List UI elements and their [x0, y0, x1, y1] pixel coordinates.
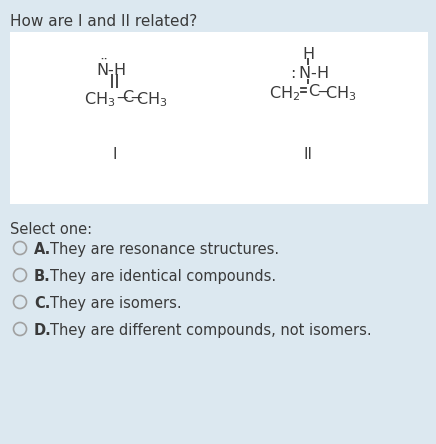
Text: $:$N-H: $:$N-H [287, 65, 329, 81]
Text: CH$_3$: CH$_3$ [136, 90, 167, 109]
Text: D.: D. [34, 323, 52, 338]
Text: II: II [303, 147, 313, 162]
Text: H: H [302, 47, 314, 62]
FancyBboxPatch shape [10, 32, 428, 204]
Text: C.: C. [34, 296, 51, 311]
Text: $\mathsf{\ddot{N}}$-H: $\mathsf{\ddot{N}}$-H [96, 58, 126, 79]
Text: They are isomers.: They are isomers. [50, 296, 182, 311]
Text: Select one:: Select one: [10, 222, 92, 237]
Text: $-$: $-$ [115, 90, 129, 105]
Text: How are I and II related?: How are I and II related? [10, 14, 197, 29]
Text: C: C [308, 84, 319, 99]
Text: CH$_3$: CH$_3$ [84, 90, 115, 109]
Text: $-$: $-$ [316, 84, 330, 99]
Text: They are identical compounds.: They are identical compounds. [50, 269, 276, 284]
Text: They are different compounds, not isomers.: They are different compounds, not isomer… [50, 323, 371, 338]
Text: A.: A. [34, 242, 51, 257]
Text: CH$_2$: CH$_2$ [269, 84, 300, 103]
Text: They are resonance structures.: They are resonance structures. [50, 242, 279, 257]
Text: I: I [113, 147, 117, 162]
Text: B.: B. [34, 269, 51, 284]
Text: $-$: $-$ [129, 90, 143, 105]
Text: CH$_3$: CH$_3$ [325, 84, 357, 103]
Text: C: C [122, 90, 133, 105]
